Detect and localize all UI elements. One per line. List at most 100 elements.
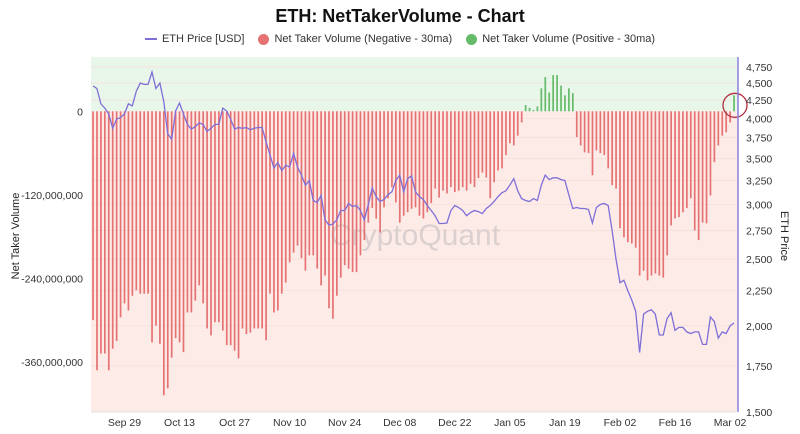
negative-bar	[178, 111, 181, 343]
negative-bar	[402, 111, 405, 216]
annotation-circle	[722, 92, 748, 118]
negative-bar	[115, 111, 118, 341]
positive-bar	[536, 106, 539, 112]
positive-bar	[528, 107, 531, 112]
negative-bar	[650, 111, 653, 276]
negative-bar	[143, 111, 146, 294]
positive-bar	[532, 109, 535, 112]
negative-bar	[312, 111, 315, 256]
negative-bar	[607, 111, 610, 169]
legend-item-negative[interactable]: Net Taker Volume (Negative - 30ma)	[258, 33, 452, 45]
negative-bar	[151, 111, 153, 343]
positive-bar	[540, 88, 543, 112]
negative-bar	[347, 111, 350, 269]
negative-bar	[280, 111, 283, 294]
negative-bar	[603, 111, 606, 156]
negative-bar	[646, 111, 649, 281]
negative-bar	[395, 111, 397, 203]
legend: ETH Price [USD] Net Taker Volume (Negati…	[0, 33, 800, 45]
positive-bar	[552, 75, 555, 112]
negative-bar	[210, 111, 212, 336]
negative-bar	[383, 111, 385, 208]
negative-bar	[92, 111, 94, 321]
negative-bar	[497, 111, 499, 171]
negative-bar	[155, 111, 157, 326]
positive-zone	[91, 57, 738, 112]
negative-bar	[375, 111, 378, 219]
negative-bar	[713, 111, 716, 163]
positive-bar	[524, 105, 527, 112]
negative-bar	[442, 111, 444, 191]
positive-bar	[548, 92, 551, 112]
negative-bar	[619, 111, 621, 229]
negative-bar	[709, 111, 712, 196]
negative-bar	[501, 111, 503, 169]
x-tick-label: Feb 16	[659, 417, 692, 429]
negative-bar	[446, 111, 448, 194]
negative-bar	[477, 111, 480, 179]
negative-bar	[430, 111, 433, 204]
negative-bar	[453, 111, 456, 193]
negative-bar	[450, 111, 452, 188]
negative-bar	[367, 111, 370, 223]
negative-bar	[359, 111, 362, 256]
negative-bar	[296, 111, 299, 246]
negative-bar	[705, 111, 708, 224]
negative-bar	[249, 111, 252, 333]
right-tick-label: 4,500	[746, 78, 772, 90]
legend-item-positive[interactable]: Net Taker Volume (Positive - 30ma)	[466, 33, 655, 45]
negative-bar	[182, 111, 185, 353]
negative-bar	[253, 111, 256, 329]
negative-bar	[316, 111, 319, 269]
negative-bar	[355, 111, 358, 273]
negative-bar	[642, 111, 645, 271]
negative-bar	[489, 111, 492, 199]
negative-bar	[159, 111, 161, 344]
negative-bar	[324, 111, 326, 276]
negative-bar	[225, 111, 228, 346]
right-axis-title: ETH Price	[778, 211, 790, 261]
legend-item-price[interactable]: ETH Price [USD]	[144, 33, 244, 45]
positive-bar	[544, 77, 547, 112]
negative-bar	[135, 111, 138, 291]
negative-bar	[237, 111, 240, 359]
negative-bar	[127, 111, 130, 311]
negative-bar	[697, 111, 700, 241]
negative-bar	[701, 111, 704, 223]
negative-bar	[666, 111, 669, 256]
negative-bar	[332, 111, 334, 319]
negative-bar	[615, 111, 617, 189]
negative-bar	[674, 111, 676, 219]
watermark: CryptoQuant	[330, 219, 501, 252]
positive-bar	[556, 75, 558, 112]
negative-bar	[689, 111, 692, 199]
negative-bar	[206, 111, 208, 329]
negative-bar	[658, 111, 661, 276]
right-tick-label: 4,000	[746, 113, 772, 125]
negative-bar	[371, 111, 374, 209]
negative-bar	[245, 111, 248, 335]
x-tick-label: Feb 02	[604, 417, 637, 429]
negative-bar	[202, 111, 205, 304]
positive-bar	[733, 95, 735, 112]
negative-bar	[292, 111, 295, 253]
negative-bar	[186, 111, 189, 313]
right-tick-label: 2,250	[746, 286, 772, 298]
left-tick-label: -240,000,000	[21, 273, 83, 285]
negative-bar	[339, 111, 342, 278]
x-tick-label: Dec 22	[438, 417, 471, 429]
x-tick-label: Oct 13	[164, 417, 195, 429]
negative-bar	[273, 111, 275, 313]
negative-bar	[461, 111, 464, 188]
negative-bar	[670, 111, 672, 226]
positive-bar	[568, 88, 570, 112]
right-tick-label: 4,250	[746, 95, 772, 107]
negative-bar	[96, 111, 98, 371]
positive-bar	[571, 93, 574, 112]
negative-bar	[398, 111, 401, 223]
negative-bar	[721, 111, 724, 136]
negative-bar	[162, 111, 165, 396]
negative-bar	[583, 111, 586, 153]
negative-bar	[587, 111, 590, 154]
negative-bar	[520, 111, 523, 123]
